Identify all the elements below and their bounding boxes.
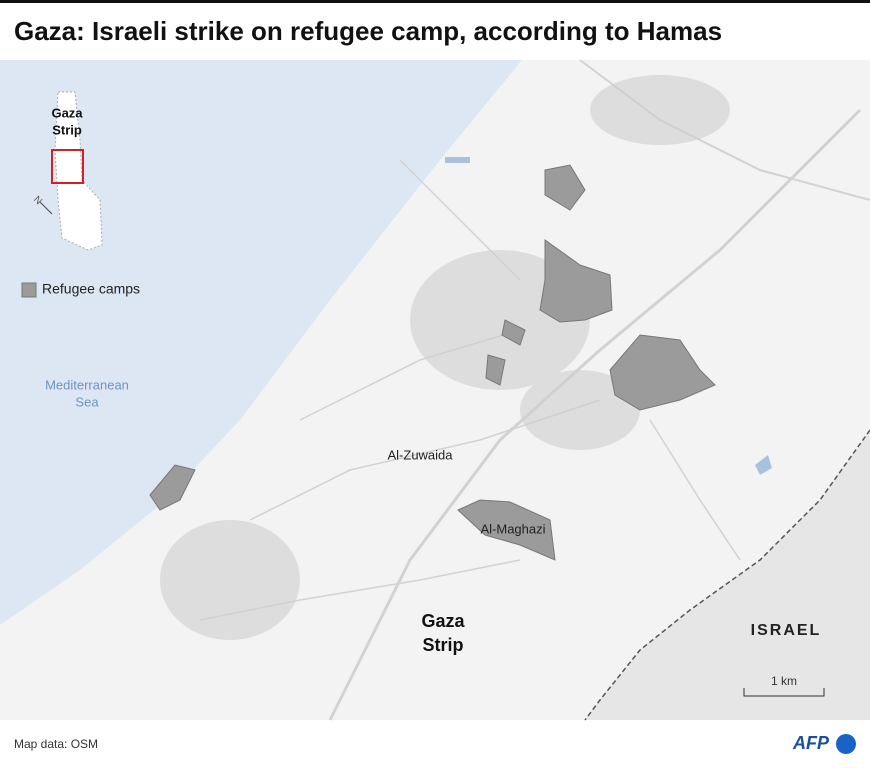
north-arrow — [39, 201, 53, 215]
inset-label: Strip — [52, 122, 82, 137]
scale-bar — [743, 688, 825, 697]
built-up — [160, 75, 730, 640]
refugee-camps — [149, 164, 716, 561]
top-rule — [0, 0, 870, 3]
country-label: ISRAEL — [751, 622, 822, 639]
place-label: Al-Zuwaida — [387, 447, 453, 462]
sea — [0, 60, 522, 625]
logo: AFP — [792, 733, 830, 753]
israel-area — [585, 430, 870, 720]
inset-label: Gaza — [51, 105, 83, 120]
logo-dot — [836, 734, 856, 754]
legend-swatch — [21, 282, 37, 298]
source: Map data: OSM — [14, 737, 98, 751]
region-label: Gaza — [421, 611, 465, 631]
region-label: Strip — [422, 635, 463, 655]
border — [584, 429, 870, 721]
ponds — [445, 157, 772, 475]
sea-label: Mediterranean — [45, 377, 129, 392]
scale-label: 1 km — [771, 674, 797, 688]
inset-highlight — [51, 149, 84, 184]
place-label: Al-Maghazi — [480, 521, 545, 536]
legend-label: Refugee camps — [42, 281, 140, 297]
inset-strip — [54, 91, 103, 251]
sea-label: Sea — [75, 394, 99, 409]
title: Gaza: Israeli strike on refugee camp, ac… — [14, 16, 722, 46]
